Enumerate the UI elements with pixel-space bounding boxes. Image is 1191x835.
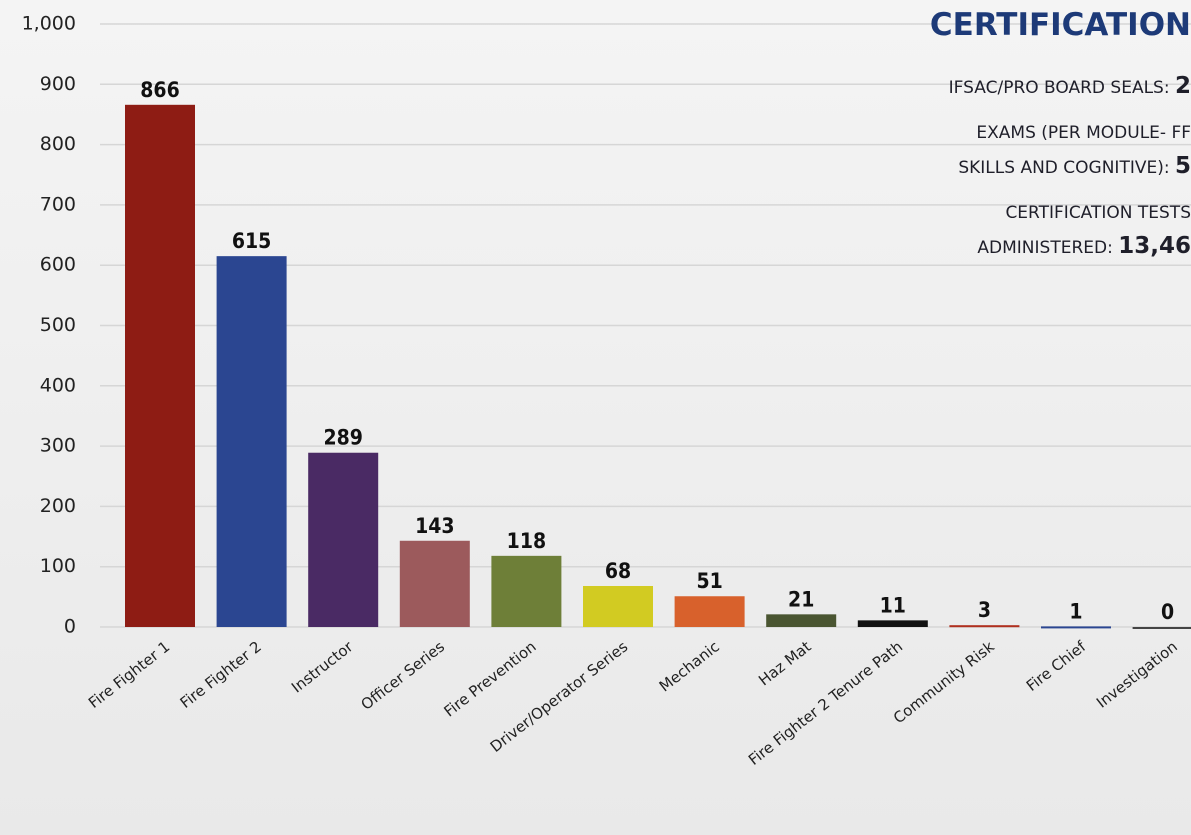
panel-line: SKILLS AND COGNITIVE): 5 — [771, 150, 1191, 183]
bar — [1133, 627, 1191, 629]
x-tick-label: Fire Fighter 1 — [85, 638, 173, 712]
stat-label: CERTIFICATION TESTS — [1005, 203, 1191, 223]
y-tick-label: 400 — [40, 374, 76, 396]
panel-line: EXAMS (PER MODULE- FF — [771, 117, 1191, 150]
bar — [400, 541, 470, 627]
y-tick-label: 900 — [40, 73, 76, 95]
y-tick-label: 300 — [40, 435, 76, 457]
value-label: 11 — [880, 593, 906, 617]
y-tick-label: 200 — [40, 495, 76, 517]
x-tick-label: Fire Fighter 2 — [177, 638, 265, 712]
bar — [308, 453, 378, 627]
y-tick-label: 100 — [40, 555, 76, 577]
bar — [583, 586, 653, 627]
bar — [949, 625, 1019, 627]
panel-title: CERTIFICATION — [771, 2, 1191, 48]
value-label: 118 — [507, 529, 546, 553]
x-tick-label: Instructor — [288, 637, 357, 697]
value-label: 68 — [605, 559, 631, 583]
bar — [675, 596, 745, 627]
panel-line: IFSAC/PRO BOARD SEALS: 2 — [771, 70, 1191, 103]
bar — [491, 556, 561, 627]
y-tick-label: 700 — [40, 193, 76, 215]
x-tick-label: Mechanic — [656, 638, 723, 696]
y-tick-label: 0 — [64, 616, 76, 638]
bar — [766, 614, 836, 627]
value-label: 615 — [232, 229, 271, 253]
value-label: 51 — [696, 569, 722, 593]
x-tick-label: Fire Prevention — [441, 638, 540, 721]
value-label: 1 — [1069, 599, 1082, 623]
stat-label: SKILLS AND COGNITIVE): — [958, 158, 1175, 178]
stat-label: ADMINISTERED: — [977, 238, 1118, 258]
x-tick-label: Community Risk — [890, 637, 998, 727]
stat-value: 13,46 — [1118, 233, 1191, 259]
value-label: 0 — [1161, 600, 1174, 624]
panel-line: ADMINISTERED: 13,46 — [771, 230, 1191, 263]
value-label: 143 — [415, 514, 454, 538]
stat-value: 5 — [1175, 153, 1191, 179]
y-tick-label: 800 — [40, 133, 76, 155]
bar — [125, 105, 195, 627]
value-label: 289 — [323, 426, 362, 450]
x-tick-label: Fire Chief — [1023, 637, 1090, 695]
x-tick-label: Haz Mat — [755, 637, 814, 689]
y-tick-label: 500 — [40, 314, 76, 336]
bar — [217, 256, 287, 627]
stats-panel: CERTIFICATION IFSAC/PRO BOARD SEALS: 2 EX… — [771, 0, 1191, 263]
value-label: 3 — [978, 598, 991, 622]
y-tick-label: 1,000 — [22, 13, 76, 35]
value-label: 21 — [788, 587, 814, 611]
bar — [858, 620, 928, 627]
y-tick-label: 600 — [40, 254, 76, 276]
x-tick-label: Officer Series — [357, 637, 448, 713]
x-tick-label: Investigation — [1093, 638, 1181, 712]
page: 0 100 200 300 400 500 600 700 800 900 1,000 866 Fire… — [0, 0, 1191, 835]
stat-label: EXAMS (PER MODULE- FF — [976, 123, 1191, 143]
x-tick-label: Fire Fighter 2 Tenure Path — [745, 638, 906, 769]
value-label: 866 — [140, 78, 179, 102]
panel-line: CERTIFICATION TESTS — [771, 197, 1191, 230]
bar — [1041, 626, 1111, 628]
stat-label: IFSAC/PRO BOARD SEALS: — [949, 78, 1175, 98]
stat-value: 2 — [1175, 73, 1191, 99]
